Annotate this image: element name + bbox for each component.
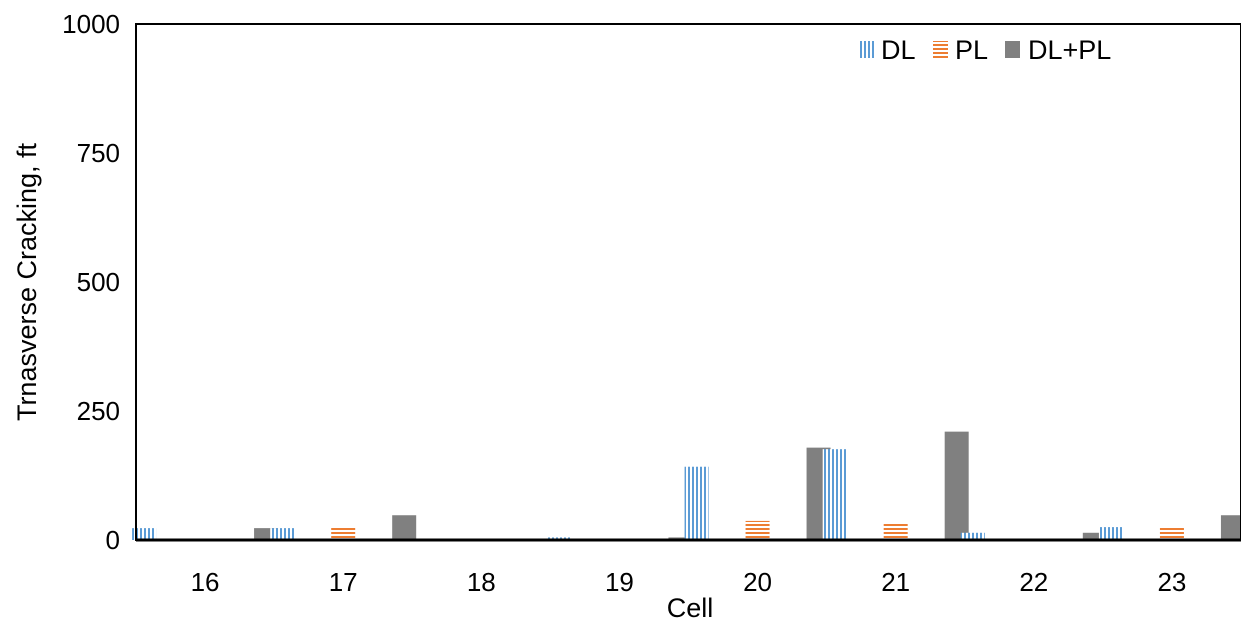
legend-swatch-dl — [859, 41, 874, 58]
x-tick-label: 20 — [743, 567, 772, 597]
legend-label-dl-plus-pl: DL+PL — [1028, 35, 1111, 65]
x-tick-label: 16 — [191, 567, 220, 597]
bar-pl-21 — [883, 522, 908, 540]
y-tick-label: 750 — [77, 138, 120, 168]
bar-dl-plus-pl-23 — [1220, 515, 1241, 540]
plot-area-frame — [135, 23, 1241, 541]
y-axis-title: Trnasverse Cracking, ft — [12, 142, 42, 421]
bar-dl-22 — [960, 532, 985, 540]
x-tick-label: 22 — [1019, 567, 1048, 597]
bars-group — [132, 431, 1241, 540]
bar-pl-20 — [745, 520, 770, 540]
x-tick-labels: 16 17 18 19 20 21 22 23 — [191, 567, 1187, 597]
legend: DL PL DL+PL — [859, 35, 1111, 65]
y-tick-label: 1000 — [62, 9, 120, 39]
x-tick-label: 23 — [1157, 567, 1186, 597]
legend-swatch-pl — [933, 41, 948, 58]
x-tick-label: 18 — [467, 567, 496, 597]
legend-label-dl: DL — [881, 35, 916, 65]
x-axis-title: Cell — [667, 593, 714, 623]
bar-dl-17 — [270, 528, 295, 540]
y-tick-label: 500 — [77, 267, 120, 297]
bar-dl-plus-pl-17 — [392, 515, 417, 540]
x-tick-label: 21 — [881, 567, 910, 597]
bar-dl-plus-pl-22 — [1082, 532, 1107, 540]
y-tick-label: 250 — [77, 396, 120, 426]
bar-pl-23 — [1159, 527, 1184, 540]
y-axis-title-group: Trnasverse Cracking, ft — [12, 142, 42, 421]
legend-label-pl: PL — [955, 35, 988, 65]
bar-dl-plus-pl-16 — [254, 528, 279, 540]
bar-dl-21 — [822, 449, 847, 540]
bar-pl-17 — [331, 527, 356, 540]
bar-dl-23 — [1098, 527, 1123, 540]
y-tick-labels: 0 250 500 750 1000 — [62, 9, 120, 555]
bar-dl-20 — [684, 466, 709, 540]
x-tick-label: 17 — [329, 567, 358, 597]
legend-swatch-dl-plus-pl — [1005, 41, 1020, 58]
y-tick-label: 0 — [106, 525, 120, 555]
bar-dl-plus-pl-21 — [944, 431, 969, 540]
bar-dl-16 — [132, 528, 157, 540]
x-tick-label: 19 — [605, 567, 634, 597]
